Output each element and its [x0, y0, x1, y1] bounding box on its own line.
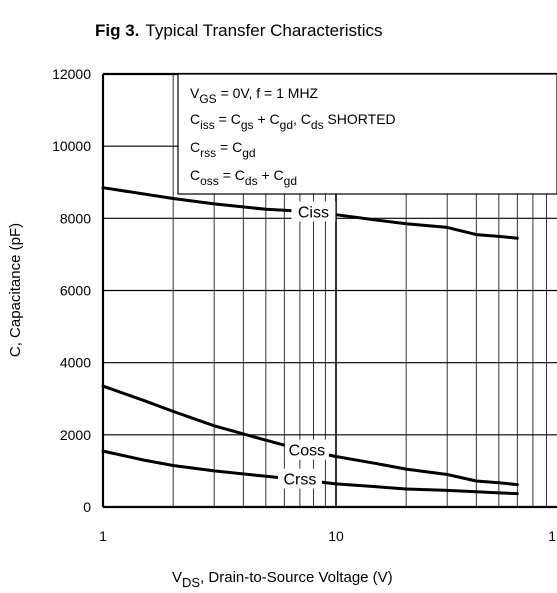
y-axis-label: C, Capacitance (pF) [7, 223, 24, 357]
conditions-line-1: VGS = 0V, f = 1 MHZ [190, 85, 319, 106]
figure-title-text: Typical Transfer Characteristics [145, 21, 382, 40]
y-tick-label: 6000 [60, 283, 91, 299]
series-label-background [291, 201, 336, 222]
y-tick-labels: 0 2000 4000 6000 8000 10000 12000 [52, 66, 91, 515]
conditions-line-2: Ciss = Cgs + Cgd, Cds SHORTED [190, 111, 396, 132]
conditions-box: VGS = 0V, f = 1 MHZ Ciss = Cgs + Cgd, Cd… [177, 73, 557, 195]
x-tick-label: 10 [328, 528, 344, 544]
series-line-coss [101, 384, 519, 487]
figure-title: Fig 3. Typical Transfer Characteristics [95, 21, 383, 40]
x-tick-label: 1 [99, 528, 107, 544]
conditions-box-background [177, 73, 557, 195]
series-lines: Ciss Coss Crss [101, 186, 519, 496]
y-tick-label: 2000 [60, 427, 91, 443]
series-label-background [284, 439, 329, 460]
series-line-ciss [101, 186, 519, 240]
conditions-line-4: Coss = Cds + Cgd [190, 167, 297, 188]
series-label-background [277, 468, 322, 489]
x-axis-label: VDS, Drain-to-Source Voltage (V) [172, 569, 393, 590]
y-tick-label: 8000 [60, 210, 91, 226]
conditions-line-3: Crss = Cgd [190, 139, 256, 160]
y-tick-label: 10000 [52, 138, 91, 154]
x-tick-label: 1 [548, 528, 556, 544]
series-label-ciss: Ciss [298, 204, 329, 221]
figure-number: Fig 3. [95, 21, 139, 40]
series-line-crss [101, 449, 519, 496]
series-label-crss: Crss [283, 472, 316, 489]
series-label-coss: Coss [289, 443, 325, 460]
y-tick-label: 12000 [52, 66, 91, 82]
y-tick-label: 4000 [60, 355, 91, 371]
y-tick-label: 0 [83, 499, 91, 515]
x-tick-labels: 1 10 1 [99, 528, 556, 544]
